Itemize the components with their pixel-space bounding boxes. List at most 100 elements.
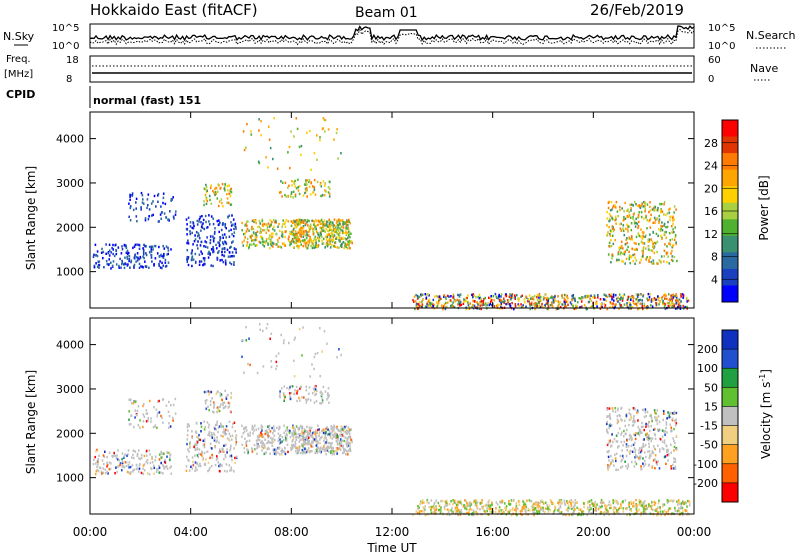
data-cell [618,248,621,251]
data-cell [223,469,226,473]
data-cell [440,297,442,300]
data-cell [636,222,639,226]
data-cell [139,255,142,259]
data-cell [230,187,233,191]
data-cell [247,451,249,454]
data-cell [203,259,206,262]
data-cell [331,426,334,429]
data-cell [633,433,635,436]
data-cell [226,448,228,451]
data-cell [313,355,316,359]
data-cell [653,447,656,450]
data-cell [633,220,636,223]
data-cell [295,233,297,236]
data-cell [521,513,523,516]
data-cell [331,450,333,453]
data-cell [335,131,338,135]
data-cell [673,445,676,449]
data-cell [563,293,566,297]
data-cell [268,447,270,451]
data-cell [626,507,628,510]
data-cell [434,506,437,509]
data-cell [612,302,614,305]
data-cell [144,244,146,248]
data-cell [517,299,520,302]
data-cell [259,222,261,225]
data-cell [154,459,157,462]
data-cell [623,215,625,219]
data-cell [472,513,474,517]
data-cell [526,499,528,502]
data-cell [198,433,200,437]
data-cell [159,213,162,216]
data-cell [313,401,316,404]
data-cell [134,450,136,453]
data-cell [92,462,95,466]
data-cell [295,117,298,120]
data-cell [625,238,627,241]
data-cell [632,299,635,303]
data-cell [340,243,343,246]
data-cell [677,509,679,513]
data-cell [191,456,194,459]
data-cell [215,458,218,461]
data-cell [328,222,331,225]
data-cell [303,183,306,186]
data-cell [674,460,677,463]
data-cell [631,450,634,453]
data-cell [617,296,620,299]
data-cell [296,392,298,395]
data-cell [135,467,138,471]
data-cell [443,303,446,306]
data-cell [680,293,682,296]
data-cell [660,255,663,258]
data-cell [552,299,555,302]
data-cell [189,442,191,445]
data-cell [97,460,99,464]
colorbar-segment [722,444,738,465]
data-cell [281,223,284,226]
data-cell [103,266,105,269]
data-cell [513,307,515,311]
data-cell [202,257,205,260]
data-cell [609,423,612,426]
data-cell [430,499,433,502]
data-cell [161,254,163,258]
data-cell [572,304,574,308]
data-cell [597,507,600,511]
data-cell [608,294,611,298]
data-cell [643,415,646,419]
data-cell [516,513,518,517]
data-cell [656,209,659,212]
data-cell [265,432,268,435]
data-cell [126,249,129,252]
data-cell [272,437,274,440]
data-cell [317,424,319,427]
data-cell [95,254,97,257]
data-cell [310,434,312,437]
data-cell [131,464,134,467]
data-cell [464,507,466,510]
data-cell [489,510,491,513]
data-cell [639,500,641,504]
data-cell [330,427,333,430]
data-cell [680,295,682,298]
data-cell [572,294,574,297]
data-cell [312,232,315,236]
data-cell [546,300,548,304]
data-cell [628,254,631,257]
data-cell [619,506,621,509]
data-cell [651,305,654,308]
data-cell [675,448,678,451]
data-cell [448,509,450,512]
data-cell [640,502,642,505]
data-cell [264,446,266,449]
data-cell [216,457,219,460]
data-cell [476,506,478,509]
data-cell [151,260,153,263]
data-cell [291,184,293,187]
data-cell [457,503,459,506]
data-cell [197,240,199,243]
data-cell [135,260,137,263]
data-cell [290,224,293,227]
